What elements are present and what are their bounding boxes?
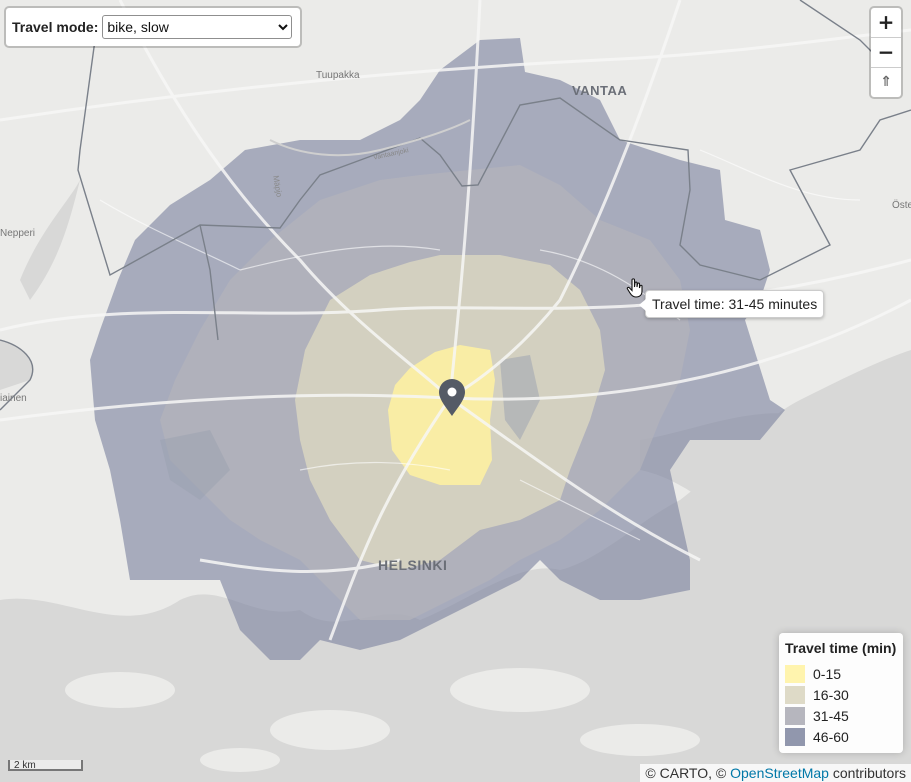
travel-mode-select[interactable]: bike, slow (102, 15, 293, 39)
river (269, 119, 471, 157)
island (580, 724, 700, 756)
place-label-oste: Öste (892, 199, 911, 211)
legend-label: 16-30 (813, 686, 849, 703)
municipal-borders (0, 0, 911, 411)
legend-label: 46-60 (813, 728, 849, 745)
legend-row: 16-30 (785, 684, 897, 705)
lake (20, 180, 80, 300)
place-label-mapjo: Mäpjo (271, 175, 284, 199)
compass-icon: ⇑ (880, 74, 892, 90)
legend-label: 0-15 (813, 665, 842, 682)
legend-swatch (785, 664, 805, 683)
place-label-iainen: iainen (0, 393, 27, 404)
road-network-minor (99, 149, 861, 541)
map-sea (0, 350, 911, 782)
legend-row: 46-60 (785, 726, 897, 747)
zone-gap (160, 430, 230, 500)
attribution-carto: © CARTO, © (645, 765, 727, 781)
scale-bar: 2 km (8, 760, 83, 771)
place-label-tuupakka: Tuupakka (316, 70, 360, 81)
legend-swatch (785, 727, 805, 746)
island (270, 710, 390, 750)
hand-cursor-icon (626, 278, 643, 298)
reset-north-button[interactable]: ⇑ (871, 68, 901, 97)
legend: Travel time (min) 0-15 16-30 31-45 46-60 (779, 633, 903, 753)
origin-marker-icon[interactable] (439, 379, 465, 416)
legend-row: 0-15 (785, 663, 897, 684)
place-label-vantaa: VANTAA (572, 83, 627, 98)
attribution: © CARTO, © OpenStreetMap contributors (640, 764, 911, 782)
legend-row: 31-45 (785, 705, 897, 726)
island (200, 748, 280, 772)
travel-mode-label: Travel mode: (12, 19, 99, 35)
road-network (0, 0, 911, 641)
zoom-out-button[interactable]: − (871, 38, 901, 68)
travel-time-tooltip: Travel time: 31-45 minutes (638, 290, 825, 318)
legend-label: 31-45 (813, 707, 849, 724)
zoom-in-button[interactable]: + (871, 8, 901, 38)
legend-swatch (785, 706, 805, 725)
legend-swatch (785, 685, 805, 704)
lake (0, 340, 33, 390)
place-label-helsinki: HELSINKI (378, 557, 447, 573)
travel-mode-panel: Travel mode: bike, slow (4, 6, 302, 48)
attribution-osm-link[interactable]: OpenStreetMap (730, 765, 829, 781)
place-label-nepperi: Nepperi (0, 228, 35, 239)
island (65, 672, 175, 708)
map-sea-bay (640, 413, 911, 533)
legend-title: Travel time (min) (785, 640, 897, 656)
zoom-control: + − ⇑ (869, 6, 903, 99)
attribution-contributors: contributors (832, 765, 906, 781)
island (450, 668, 590, 712)
